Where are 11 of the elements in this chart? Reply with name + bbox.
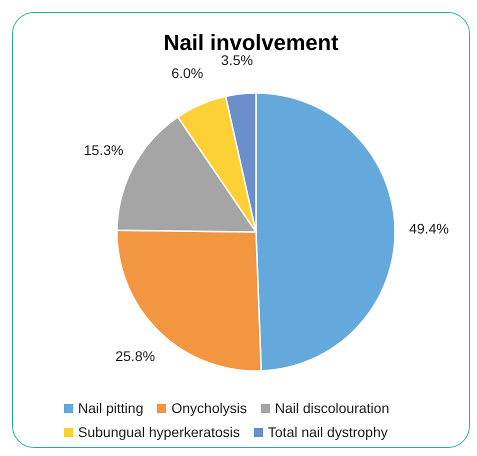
legend-label: Subungual hyperkeratosis: [77, 424, 240, 440]
data-label: 6.0%: [171, 65, 204, 82]
legend-label: Nail pitting: [77, 400, 144, 416]
legend-label: Total nail dystrophy: [266, 424, 388, 440]
chart-title: Nail involvement: [162, 30, 340, 55]
data-label: 49.4%: [409, 220, 449, 237]
legend-label: Onycholysis: [170, 400, 247, 416]
data-label: 25.8%: [115, 348, 156, 364]
data-label: 15.3%: [84, 142, 124, 158]
legend-label: Nail discolouration: [274, 400, 390, 416]
data-label: 3.5%: [221, 52, 253, 68]
